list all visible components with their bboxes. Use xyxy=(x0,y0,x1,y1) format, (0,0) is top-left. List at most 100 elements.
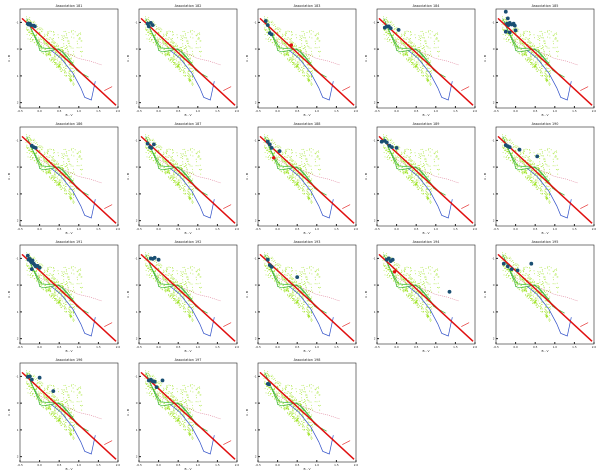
background-point xyxy=(51,58,53,60)
background-point xyxy=(512,34,513,36)
background-point xyxy=(177,185,179,187)
background-point xyxy=(535,61,537,63)
background-point xyxy=(162,160,164,162)
axes-frame xyxy=(19,126,119,227)
background-point xyxy=(32,35,34,37)
background-point xyxy=(155,28,157,30)
background-point xyxy=(546,80,548,82)
background-point xyxy=(37,145,39,147)
background-point xyxy=(283,171,285,173)
background-point xyxy=(145,144,147,146)
background-point xyxy=(72,84,74,86)
background-point xyxy=(302,185,304,187)
background-point xyxy=(532,64,533,66)
background-point xyxy=(382,23,384,25)
background-point xyxy=(297,187,299,189)
background-point xyxy=(291,61,293,63)
background-point xyxy=(169,173,170,175)
background-point xyxy=(302,189,304,191)
background-point xyxy=(425,55,427,56)
background-point xyxy=(72,83,74,84)
background-point xyxy=(65,47,67,49)
background-point xyxy=(415,64,417,66)
background-point xyxy=(300,188,302,189)
background-point xyxy=(287,52,289,54)
background-point xyxy=(40,166,42,168)
background-point xyxy=(53,174,55,176)
background-point xyxy=(428,30,430,32)
background-point xyxy=(171,162,173,164)
background-point xyxy=(53,156,54,157)
background-point xyxy=(148,152,149,154)
background-point xyxy=(502,26,504,28)
background-point xyxy=(181,49,183,51)
main-sequence-curve xyxy=(264,18,323,77)
background-point xyxy=(421,67,423,69)
background-point xyxy=(425,72,427,74)
background-point xyxy=(408,39,410,41)
background-point xyxy=(155,43,157,45)
background-point xyxy=(425,40,427,42)
background-point xyxy=(316,34,318,36)
background-point xyxy=(424,51,426,53)
background-point xyxy=(37,155,39,157)
background-point xyxy=(25,138,27,140)
background-point xyxy=(405,46,407,48)
background-point xyxy=(530,58,532,60)
background-point xyxy=(185,53,187,55)
background-point xyxy=(25,20,27,22)
background-point xyxy=(312,188,313,190)
background-point xyxy=(51,175,53,177)
background-point xyxy=(523,38,525,40)
background-point xyxy=(264,146,266,148)
background-point xyxy=(50,55,51,57)
background-point xyxy=(44,40,46,42)
background-point xyxy=(421,69,422,71)
background-point xyxy=(71,198,73,200)
background-point xyxy=(191,199,193,201)
background-point xyxy=(293,44,295,46)
background-point xyxy=(291,59,293,61)
association-star xyxy=(503,9,508,14)
background-point xyxy=(279,51,281,53)
background-point xyxy=(56,66,58,68)
background-point xyxy=(147,138,149,140)
background-point xyxy=(310,165,312,167)
background-point xyxy=(172,174,174,176)
background-point xyxy=(309,194,311,196)
background-point xyxy=(268,138,270,140)
background-point xyxy=(290,162,292,164)
background-point xyxy=(191,47,193,49)
background-point xyxy=(544,72,546,74)
background-point xyxy=(426,71,428,72)
background-point xyxy=(299,36,301,38)
background-point xyxy=(182,31,184,33)
background-point xyxy=(72,29,74,31)
background-point xyxy=(149,41,151,42)
background-point xyxy=(188,67,190,69)
background-point xyxy=(53,59,55,61)
background-point xyxy=(200,40,202,42)
background-point xyxy=(308,58,310,60)
background-point xyxy=(537,62,539,64)
background-point xyxy=(303,165,305,167)
background-point xyxy=(183,37,185,39)
background-point xyxy=(165,53,167,55)
background-point xyxy=(506,38,508,40)
background-point xyxy=(401,35,403,37)
background-point xyxy=(304,37,306,39)
background-point xyxy=(168,148,170,150)
background-point xyxy=(426,58,428,59)
background-point xyxy=(187,189,189,190)
background-point xyxy=(548,68,550,69)
background-point xyxy=(303,62,304,64)
background-point xyxy=(72,33,74,35)
background-point xyxy=(26,29,28,31)
background-point xyxy=(189,45,191,47)
background-point xyxy=(268,159,270,160)
background-point xyxy=(417,66,419,68)
background-point xyxy=(54,177,56,179)
background-point xyxy=(310,71,312,73)
background-point xyxy=(266,138,268,140)
background-point xyxy=(149,32,151,34)
